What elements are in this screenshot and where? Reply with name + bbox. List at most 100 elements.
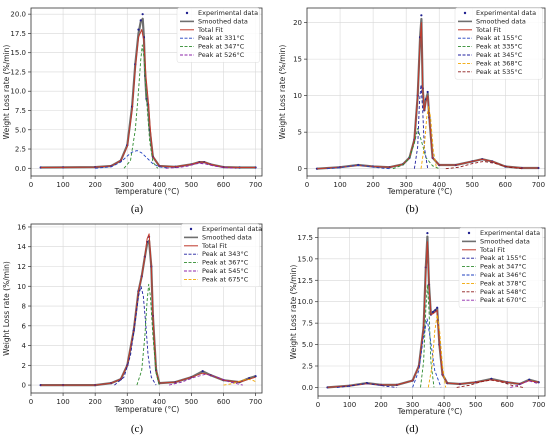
legend-label: Peak at 675°C: [202, 275, 249, 283]
data-point-experimental-data: [436, 306, 439, 309]
series-line-peak-at-347-c: [420, 284, 435, 388]
legend-label: Experimental data: [202, 225, 262, 233]
legend-label: Total Fit: [479, 246, 505, 254]
x-tick-label: 700: [249, 181, 262, 189]
legend-label: Peak at 548°C: [480, 288, 527, 296]
x-tick-label: 100: [343, 401, 356, 409]
legend-label: Total Fit: [475, 26, 501, 34]
x-tick-label: 0: [29, 181, 33, 189]
x-tick-label: 500: [466, 181, 479, 189]
y-tick-label: 10.0: [297, 298, 313, 306]
y-tick-label: 2.5: [15, 146, 26, 154]
x-tick-label: 300: [406, 401, 419, 409]
y-tick-label: 15.0: [10, 49, 26, 57]
legend-label: Experimental data: [480, 229, 540, 237]
x-tick-label: 700: [249, 398, 262, 406]
y-tick-label: 10: [293, 92, 302, 100]
legend-label: Peak at 346°C: [480, 271, 527, 279]
y-axis-label: Weight Loss rate (%/min): [2, 45, 11, 140]
legend-label: Peak at 368°C: [476, 59, 523, 67]
y-tick-label: 15.0: [297, 255, 313, 263]
y-tick-label: 0.0: [302, 384, 313, 392]
y-tick-label: 5: [298, 129, 302, 137]
x-axis-label: Temperature (°C): [397, 407, 463, 416]
legend-box: [180, 223, 260, 288]
x-tick-label: 300: [121, 398, 134, 406]
y-tick-label: 0.0: [15, 165, 26, 173]
panel-caption: (b): [406, 203, 419, 215]
y-tick-label: 17.5: [297, 234, 313, 242]
y-tick-label: 10.0: [10, 88, 26, 96]
series-line-peak-at-155-c: [336, 383, 397, 388]
x-tick-label: 200: [366, 181, 379, 189]
legend-label: Peak at 367°C: [202, 259, 249, 267]
legend-box: [458, 227, 543, 308]
legend-label: Peak at 155°C: [476, 34, 523, 42]
legend-label: Peak at 378°C: [480, 279, 527, 287]
series-line-peak-at-548-c: [456, 379, 523, 388]
series-line-peak-at-343-c: [114, 285, 157, 386]
x-tick-label: 600: [217, 398, 230, 406]
x-tick-label: 500: [185, 398, 198, 406]
x-tick-label: 200: [374, 401, 387, 409]
y-tick-label: 5.0: [302, 341, 313, 349]
y-tick-label: 12.5: [297, 277, 313, 285]
series-line-total-fit: [327, 241, 539, 388]
legend-label: Peak at 526°C: [198, 51, 245, 59]
data-point-experimental-data: [141, 13, 144, 16]
y-tick-label: 2.5: [302, 363, 313, 371]
series-line-peak-at-675-c: [223, 378, 256, 386]
x-axis-label: Temperature (°C): [387, 187, 453, 196]
series-group: [326, 232, 540, 389]
data-point-experimental-data: [420, 14, 423, 17]
y-axis-label: Weight Loss rate (%/min): [289, 265, 298, 360]
y-tick-label: 12: [17, 263, 26, 271]
legend-label: Experimental data: [476, 9, 536, 17]
legend-label: Experimental data: [198, 9, 258, 17]
data-point-experimental-data: [431, 310, 435, 314]
y-tick-label: 5.0: [15, 126, 26, 134]
series-group: [315, 14, 540, 170]
x-tick-label: 300: [399, 181, 412, 189]
series-line-peak-at-378-c: [427, 314, 447, 388]
y-tick-label: 12.5: [10, 68, 26, 76]
series-line-peak-at-526-c: [165, 162, 237, 169]
series-line-total-fit: [40, 29, 256, 168]
data-point-experimental-data: [137, 28, 140, 31]
x-tick-label: 400: [437, 401, 450, 409]
y-tick-label: 10: [17, 283, 26, 291]
panel-caption: (a): [131, 203, 144, 215]
legend-label: Peak at 347°C: [198, 43, 245, 51]
y-tick-label: 8: [22, 303, 26, 311]
x-tick-label: 200: [88, 398, 101, 406]
legend-box: [454, 7, 543, 80]
y-tick-label: 20: [293, 19, 302, 27]
x-tick-label: 600: [217, 181, 230, 189]
legend-label: Peak at 545°C: [202, 267, 249, 275]
axes-frame: [30, 223, 263, 394]
panel-caption: (c): [131, 423, 144, 435]
x-tick-label: 500: [469, 401, 482, 409]
y-tick-label: 0: [298, 165, 302, 173]
x-tick-label: 700: [532, 181, 545, 189]
x-tick-label: 400: [433, 181, 446, 189]
legend-label: Smoothed data: [202, 233, 252, 241]
legend-swatch: [467, 231, 471, 235]
panel-caption: (d): [406, 423, 419, 435]
legend-swatch: [189, 227, 193, 231]
legend-label: Smoothed data: [198, 17, 248, 25]
legend-label: Peak at 331°C: [198, 34, 245, 42]
legend-box: [176, 7, 260, 63]
legend-label: Peak at 670°C: [480, 296, 527, 304]
x-tick-label: 100: [56, 398, 69, 406]
x-tick-label: 200: [88, 181, 101, 189]
x-tick-label: 500: [185, 181, 198, 189]
series-line-peak-at-670-c: [510, 380, 539, 388]
legend-swatch: [463, 11, 467, 15]
y-tick-label: 16: [17, 223, 26, 231]
legend-label: Peak at 345°C: [476, 51, 523, 59]
series-line-peak-at-347-c: [123, 44, 159, 169]
legend-label: Peak at 343°C: [202, 250, 249, 258]
